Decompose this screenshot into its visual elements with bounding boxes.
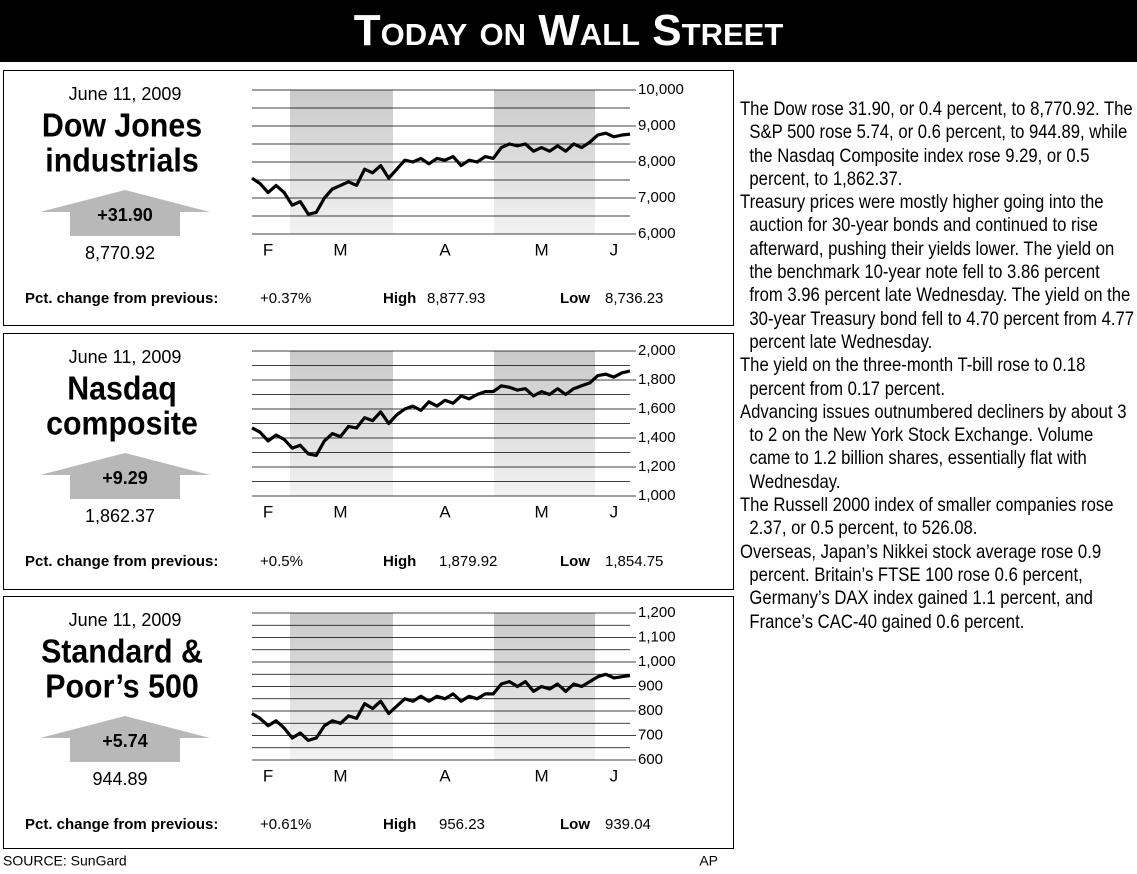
y-tick-label: 1,000 — [638, 487, 676, 504]
panel-border — [3, 333, 734, 590]
x-tick-label: M — [333, 502, 347, 521]
date: June 11, 2009 — [69, 84, 182, 104]
change: +31.90 — [97, 205, 153, 225]
x-tick-label: J — [610, 502, 619, 521]
up-arrow — [40, 453, 210, 499]
pct-value: +0.5% — [260, 553, 303, 570]
y-tick-label: 1,600 — [638, 400, 676, 417]
index-title: Standard & — [41, 633, 203, 670]
price-line — [251, 672, 631, 743]
close: 944.89 — [92, 769, 147, 789]
paragraph: The Russell 2000 index of smaller compan… — [740, 494, 1114, 540]
y-tick-label: 1,400 — [638, 429, 676, 446]
up-arrow — [40, 716, 210, 762]
header-title: Today on Wall Street — [0, 0, 1137, 62]
y-tick-label: 700 — [638, 726, 663, 743]
price-line — [251, 369, 631, 457]
low-label: Low — [560, 816, 590, 833]
up-arrow — [40, 190, 210, 236]
date: June 11, 2009 — [69, 347, 182, 367]
x-tick-label: J — [610, 240, 619, 259]
low-label: Low — [560, 553, 590, 570]
paragraph: Treasury prices were mostly higher going… — [740, 191, 1135, 353]
close: 8,770.92 — [85, 243, 155, 263]
pct-label: Pct. change from previous: — [25, 816, 218, 833]
x-tick-label: J — [610, 766, 619, 785]
y-tick-label: 1,800 — [638, 371, 676, 388]
paragraph: Advancing issues outnumbered decliners b… — [740, 400, 1127, 493]
x-tick-label: F — [263, 240, 273, 259]
y-tick-label: 8,000 — [638, 153, 676, 170]
x-tick-label: F — [263, 766, 273, 785]
high-label: High — [383, 816, 416, 833]
close: 1,862.37 — [85, 506, 155, 526]
y-tick-label: 9,000 — [638, 117, 676, 134]
x-tick-label: F — [263, 502, 273, 521]
y-tick-label: 900 — [638, 677, 663, 694]
credit: AP — [699, 853, 718, 869]
y-tick-label: 1,200 — [638, 458, 676, 475]
y-tick-label: 6,000 — [638, 225, 676, 242]
x-tick-label: A — [439, 240, 451, 259]
x-tick-label: A — [439, 766, 451, 785]
y-tick-label: 10,000 — [638, 81, 684, 98]
high-value: 8,877.93 — [427, 290, 485, 307]
index-title: industrials — [45, 142, 198, 179]
y-tick-label: 1,100 — [638, 628, 676, 645]
date: June 11, 2009 — [69, 610, 182, 630]
x-tick-label: M — [333, 766, 347, 785]
high-value: 1,879.92 — [439, 553, 497, 570]
pct-label: Pct. change from previous: — [25, 553, 218, 570]
y-tick-label: 7,000 — [638, 189, 676, 206]
index-title: Nasdaq — [67, 370, 177, 407]
y-tick-label: 1,200 — [638, 604, 676, 621]
index-title: Poor’s 500 — [45, 668, 198, 705]
low-value: 8,736.23 — [605, 290, 663, 307]
pct-value: +0.61% — [260, 816, 311, 833]
change: +5.74 — [102, 731, 148, 751]
x-tick-label: A — [439, 502, 451, 521]
source: SOURCE: SunGard — [3, 853, 127, 869]
low-value: 1,854.75 — [605, 553, 663, 570]
high-label: High — [383, 290, 416, 307]
y-tick-label: 600 — [638, 751, 663, 768]
high-value: 956.23 — [439, 816, 485, 833]
y-tick-label: 1,000 — [638, 653, 676, 670]
index-title: composite — [46, 405, 198, 442]
panel-border — [3, 596, 734, 849]
panel-border — [3, 70, 734, 326]
index-title: Dow Jones — [42, 107, 202, 144]
low-value: 939.04 — [605, 816, 651, 833]
paragraph: Overseas, Japan’s Nikkei stock average r… — [740, 540, 1102, 633]
pct-value: +0.37% — [260, 290, 311, 307]
y-tick-label: 800 — [638, 702, 663, 719]
high-label: High — [383, 553, 416, 570]
paragraph: The yield on the three-month T-bill rose… — [740, 354, 1086, 400]
x-tick-label: M — [534, 502, 548, 521]
change: +9.29 — [102, 468, 148, 488]
pct-label: Pct. change from previous: — [25, 290, 218, 307]
low-label: Low — [560, 290, 590, 307]
price-line — [251, 131, 631, 216]
y-tick-label: 2,000 — [638, 342, 676, 359]
text-column: The Dow rose 31.90, or 0.4 percent, to 8… — [740, 98, 1135, 634]
x-tick-label: M — [333, 240, 347, 259]
x-tick-label: M — [534, 766, 548, 785]
paragraph: The Dow rose 31.90, or 0.4 percent, to 8… — [740, 98, 1133, 190]
x-tick-label: M — [534, 240, 548, 259]
